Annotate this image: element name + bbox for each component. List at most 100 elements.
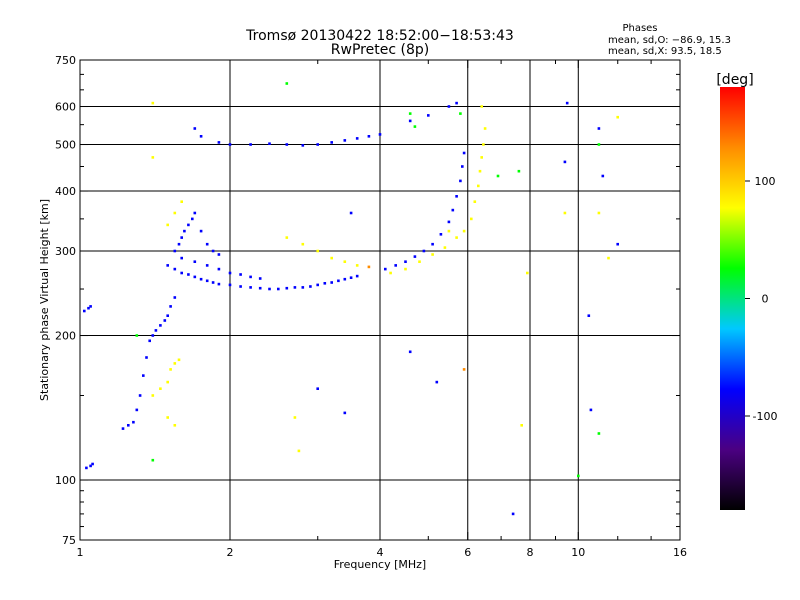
data-point (249, 286, 252, 289)
data-point (343, 139, 347, 142)
data-point (316, 283, 319, 287)
data-point (431, 253, 434, 256)
data-point (565, 101, 569, 105)
data-point (135, 408, 139, 412)
data-point (193, 127, 197, 130)
data-point (151, 101, 155, 105)
data-point (355, 274, 359, 278)
data-point (217, 267, 221, 271)
data-point (285, 236, 289, 239)
data-point (384, 267, 387, 271)
data-point (316, 143, 319, 146)
data-point (404, 267, 407, 271)
data-point (249, 143, 252, 146)
data-point (597, 143, 601, 146)
data-point (173, 296, 177, 299)
data-point (173, 267, 177, 271)
data-point (166, 223, 169, 227)
y-tick-label: 750 (55, 54, 76, 67)
data-point (408, 350, 412, 354)
data-point (173, 424, 177, 427)
data-point (166, 314, 169, 317)
data-point (258, 286, 262, 290)
data-point (470, 217, 473, 221)
x-tick-label: 4 (377, 546, 384, 559)
data-point (180, 271, 183, 275)
data-point (135, 334, 139, 337)
x-tick-label: 16 (673, 546, 687, 559)
data-point (180, 200, 183, 203)
data-point (349, 276, 353, 279)
data-point (301, 144, 305, 147)
colorbar-ticks: 100 0 -100 (745, 175, 777, 423)
data-point (121, 427, 125, 430)
data-point (205, 279, 209, 283)
data-point (228, 143, 232, 146)
data-point (343, 260, 347, 263)
x-tick-label: 10 (571, 546, 585, 559)
data-point (459, 112, 462, 115)
data-point (159, 387, 162, 390)
data-point (330, 281, 333, 284)
data-point (480, 105, 483, 108)
data-point (85, 466, 88, 470)
data-point (435, 380, 439, 384)
data-point (187, 223, 190, 227)
y-tick-label: 300 (55, 245, 76, 258)
data-point (616, 115, 619, 119)
data-point (268, 142, 271, 145)
data-point (142, 374, 145, 377)
data-point (455, 195, 458, 198)
data-point (199, 229, 203, 233)
data-point (482, 143, 485, 146)
y-tick-label: 200 (55, 330, 76, 343)
y-tick-label: 500 (55, 139, 76, 152)
data-point (597, 127, 601, 130)
data-point (277, 287, 280, 291)
data-point (316, 387, 319, 390)
data-point (480, 156, 483, 159)
data-point (199, 135, 203, 138)
data-point (427, 114, 430, 117)
data-points-layer (83, 82, 619, 516)
data-point (211, 281, 215, 284)
data-point (394, 264, 397, 267)
data-point (285, 82, 289, 85)
data-point (343, 411, 347, 415)
data-point (455, 101, 458, 105)
colorbar (720, 87, 745, 510)
data-point (163, 319, 167, 322)
data-point (309, 285, 312, 288)
chart-title-line1: Tromsø 20130422 18:52:00−18:53:43 (245, 28, 514, 44)
colorbar-label: [deg] (716, 72, 753, 88)
data-point (563, 211, 567, 215)
axis-ticks-layer: 1 2 4 6 8 10 16 75 100 200 300 400 500 600 750 (55, 54, 687, 559)
data-point (258, 277, 262, 280)
data-point (455, 236, 458, 239)
series-2 (135, 82, 601, 478)
data-point (166, 380, 169, 384)
data-point (413, 125, 417, 128)
stats-line-x: mean, sd,X: 93.5, 18.5 (608, 46, 722, 57)
data-point (483, 127, 487, 130)
data-point (517, 169, 521, 173)
data-point (431, 242, 434, 246)
data-point (323, 282, 327, 285)
data-point (193, 211, 197, 215)
data-point (477, 184, 480, 188)
data-point (132, 420, 135, 424)
data-point (597, 211, 601, 215)
data-point (301, 286, 305, 289)
data-point (87, 306, 90, 310)
data-point (183, 229, 186, 233)
data-point (297, 449, 301, 453)
data-point (173, 362, 177, 365)
data-point (145, 356, 148, 359)
data-point (355, 264, 359, 267)
data-point (239, 273, 242, 276)
y-tick-label: 400 (55, 185, 76, 198)
data-point (526, 271, 529, 275)
data-point (447, 229, 451, 233)
